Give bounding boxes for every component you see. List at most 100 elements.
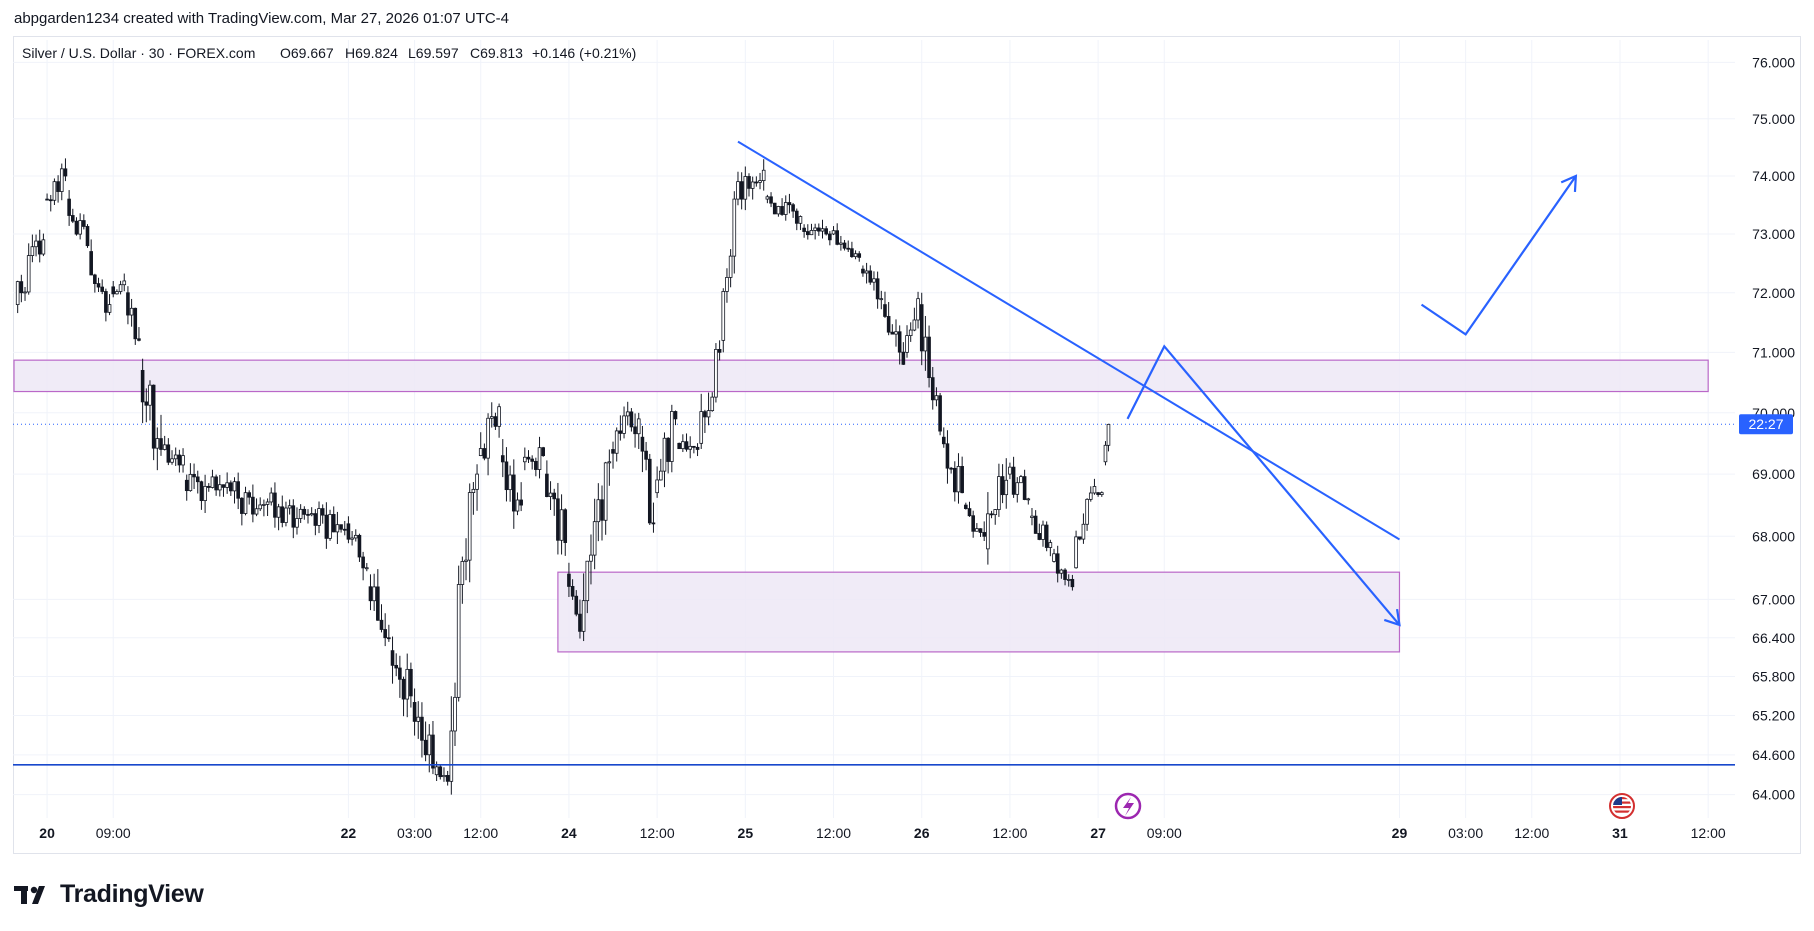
candle-body <box>34 240 38 248</box>
candle-body <box>364 567 369 570</box>
candle-body <box>563 509 568 543</box>
zones <box>13 359 1735 653</box>
candle-body <box>280 506 285 523</box>
legend-change: +0.146 (+0.21%) <box>532 45 636 61</box>
candle-body <box>923 336 928 352</box>
candle-body <box>320 508 325 516</box>
candle-body <box>1074 536 1078 569</box>
price-tick-label: 65.200 <box>1752 707 1795 723</box>
candle-body <box>126 292 130 316</box>
candle-body <box>622 415 626 434</box>
candle-body <box>412 702 417 722</box>
candle-body <box>1063 569 1067 580</box>
candle-body <box>846 247 851 250</box>
candle-body <box>831 230 836 235</box>
candle-body <box>111 286 116 295</box>
candle-body <box>1004 479 1009 496</box>
projection-path[interactable] <box>1126 344 1401 626</box>
candle-body <box>107 304 112 313</box>
candle-body <box>677 442 681 450</box>
candle-body <box>765 196 770 200</box>
symbol-legend[interactable]: Silver / U.S. Dollar · 30 · FOREX.com O6… <box>22 45 636 61</box>
candle-body <box>578 613 582 632</box>
candle-body <box>240 497 244 514</box>
candle-body <box>1052 553 1056 562</box>
candle-body <box>467 492 472 561</box>
candle-body <box>63 168 68 177</box>
candle-body <box>548 492 553 497</box>
candle-body <box>471 488 476 493</box>
arrow-head-icon <box>1383 608 1401 627</box>
candle-body <box>74 220 79 235</box>
candle-body <box>857 253 862 258</box>
tradingview-brand[interactable]: TradingView <box>14 880 204 909</box>
candle-body <box>368 586 373 602</box>
candle-body <box>692 445 696 448</box>
candle-body <box>30 246 35 256</box>
time-tick-label: 12:00 <box>463 825 498 841</box>
candle-body <box>1092 486 1097 494</box>
projection-path[interactable] <box>1420 175 1577 336</box>
candle-body <box>681 441 685 450</box>
candle-body <box>1041 524 1045 540</box>
candle-body <box>361 556 365 569</box>
candle-body <box>1066 578 1071 581</box>
candle-body <box>137 338 141 341</box>
candle-body <box>824 228 828 235</box>
candle-body <box>1000 476 1005 496</box>
candle-body <box>342 528 347 531</box>
grid <box>13 40 1735 818</box>
us-flag-event-icon[interactable] <box>1609 793 1635 819</box>
candle-body <box>1096 492 1100 495</box>
candle-body <box>129 307 134 316</box>
candle-body <box>26 255 31 293</box>
candle-body <box>1055 553 1060 574</box>
candle-body <box>879 298 884 301</box>
candle-body <box>262 504 266 506</box>
candle-body <box>1033 515 1038 534</box>
candle-body <box>379 619 384 630</box>
candle-body <box>1100 492 1104 495</box>
candle-body <box>688 445 692 450</box>
candles <box>15 158 1111 795</box>
candle-body <box>188 473 193 492</box>
candle-body <box>210 476 215 488</box>
time-tick-label: 12:00 <box>1691 825 1726 841</box>
candle-body <box>56 181 60 192</box>
candle-body <box>442 775 446 778</box>
candle-body <box>912 319 917 331</box>
candle-body <box>703 411 707 418</box>
price-tick-label: 73.000 <box>1752 226 1795 242</box>
candle-body <box>346 523 351 540</box>
event-lightning-icon[interactable] <box>1114 792 1142 820</box>
candle-body <box>798 216 803 224</box>
time-axis[interactable]: 20 09:00 22 03:00 12:00 24 12:00 25 12:00 26 12:00… <box>39 825 1726 841</box>
tradingview-logo-icon <box>14 885 45 904</box>
candle-body <box>625 411 630 417</box>
candle-body <box>71 215 75 222</box>
trendline[interactable] <box>737 140 1400 541</box>
candle-body <box>317 508 321 526</box>
legend-low: L69.597 <box>408 45 459 61</box>
candle-body <box>508 474 512 491</box>
chart-credit: abpgarden1234 created with TradingView.c… <box>14 10 510 27</box>
candle-body <box>284 507 288 523</box>
candle-body <box>409 668 413 697</box>
candle-body <box>162 444 167 450</box>
candle-body <box>776 206 781 215</box>
candle-body <box>717 349 722 353</box>
candle-body <box>905 335 909 353</box>
price-tick-label: 75.000 <box>1752 111 1795 127</box>
candle-body <box>372 586 376 602</box>
candle-body <box>772 202 777 215</box>
candle-body <box>526 456 531 460</box>
supply-demand-zone[interactable] <box>557 571 1401 653</box>
candle-body <box>747 176 751 189</box>
supply-demand-zone[interactable] <box>13 359 1709 393</box>
chart-frame[interactable] <box>13 36 1801 854</box>
candle-body <box>390 650 395 666</box>
candle-body <box>1022 476 1027 500</box>
candle-body <box>629 411 634 428</box>
candle-body <box>802 227 806 232</box>
